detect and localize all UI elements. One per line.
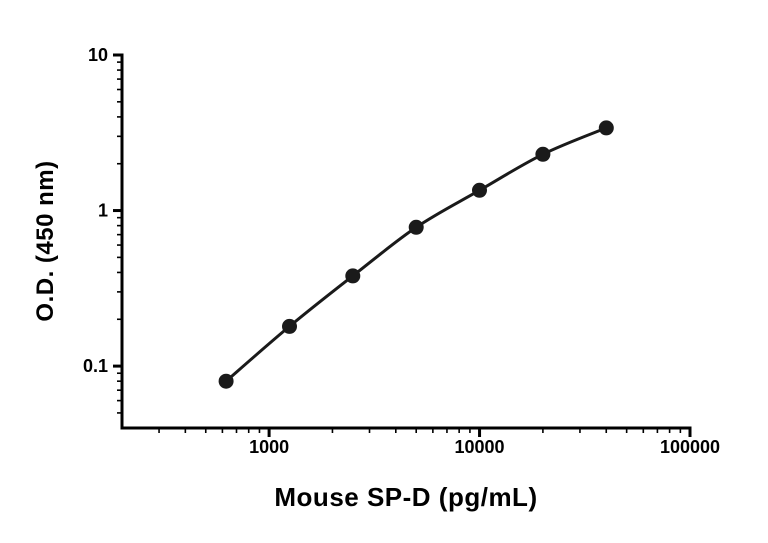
y-tick-label: 1	[98, 201, 108, 221]
x-axis-title: Mouse SP-D (pg/mL)	[274, 482, 538, 512]
data-point	[408, 219, 424, 235]
y-axis-title: O.D. (450 nm)	[32, 160, 59, 322]
x-tick-label: 10000	[455, 437, 505, 457]
data-point	[282, 318, 297, 334]
data-point	[535, 146, 551, 162]
axis-spine	[120, 53, 692, 430]
data-point	[218, 373, 234, 389]
data-point	[345, 268, 361, 284]
y-tick-label: 0.1	[83, 356, 108, 376]
data-point	[472, 182, 487, 198]
y-tick-label: 10	[88, 45, 108, 65]
x-tick-label: 100000	[660, 437, 720, 457]
x-tick-label: 1000	[249, 437, 289, 457]
data-point	[598, 120, 614, 136]
standard-curve-line	[224, 126, 608, 383]
